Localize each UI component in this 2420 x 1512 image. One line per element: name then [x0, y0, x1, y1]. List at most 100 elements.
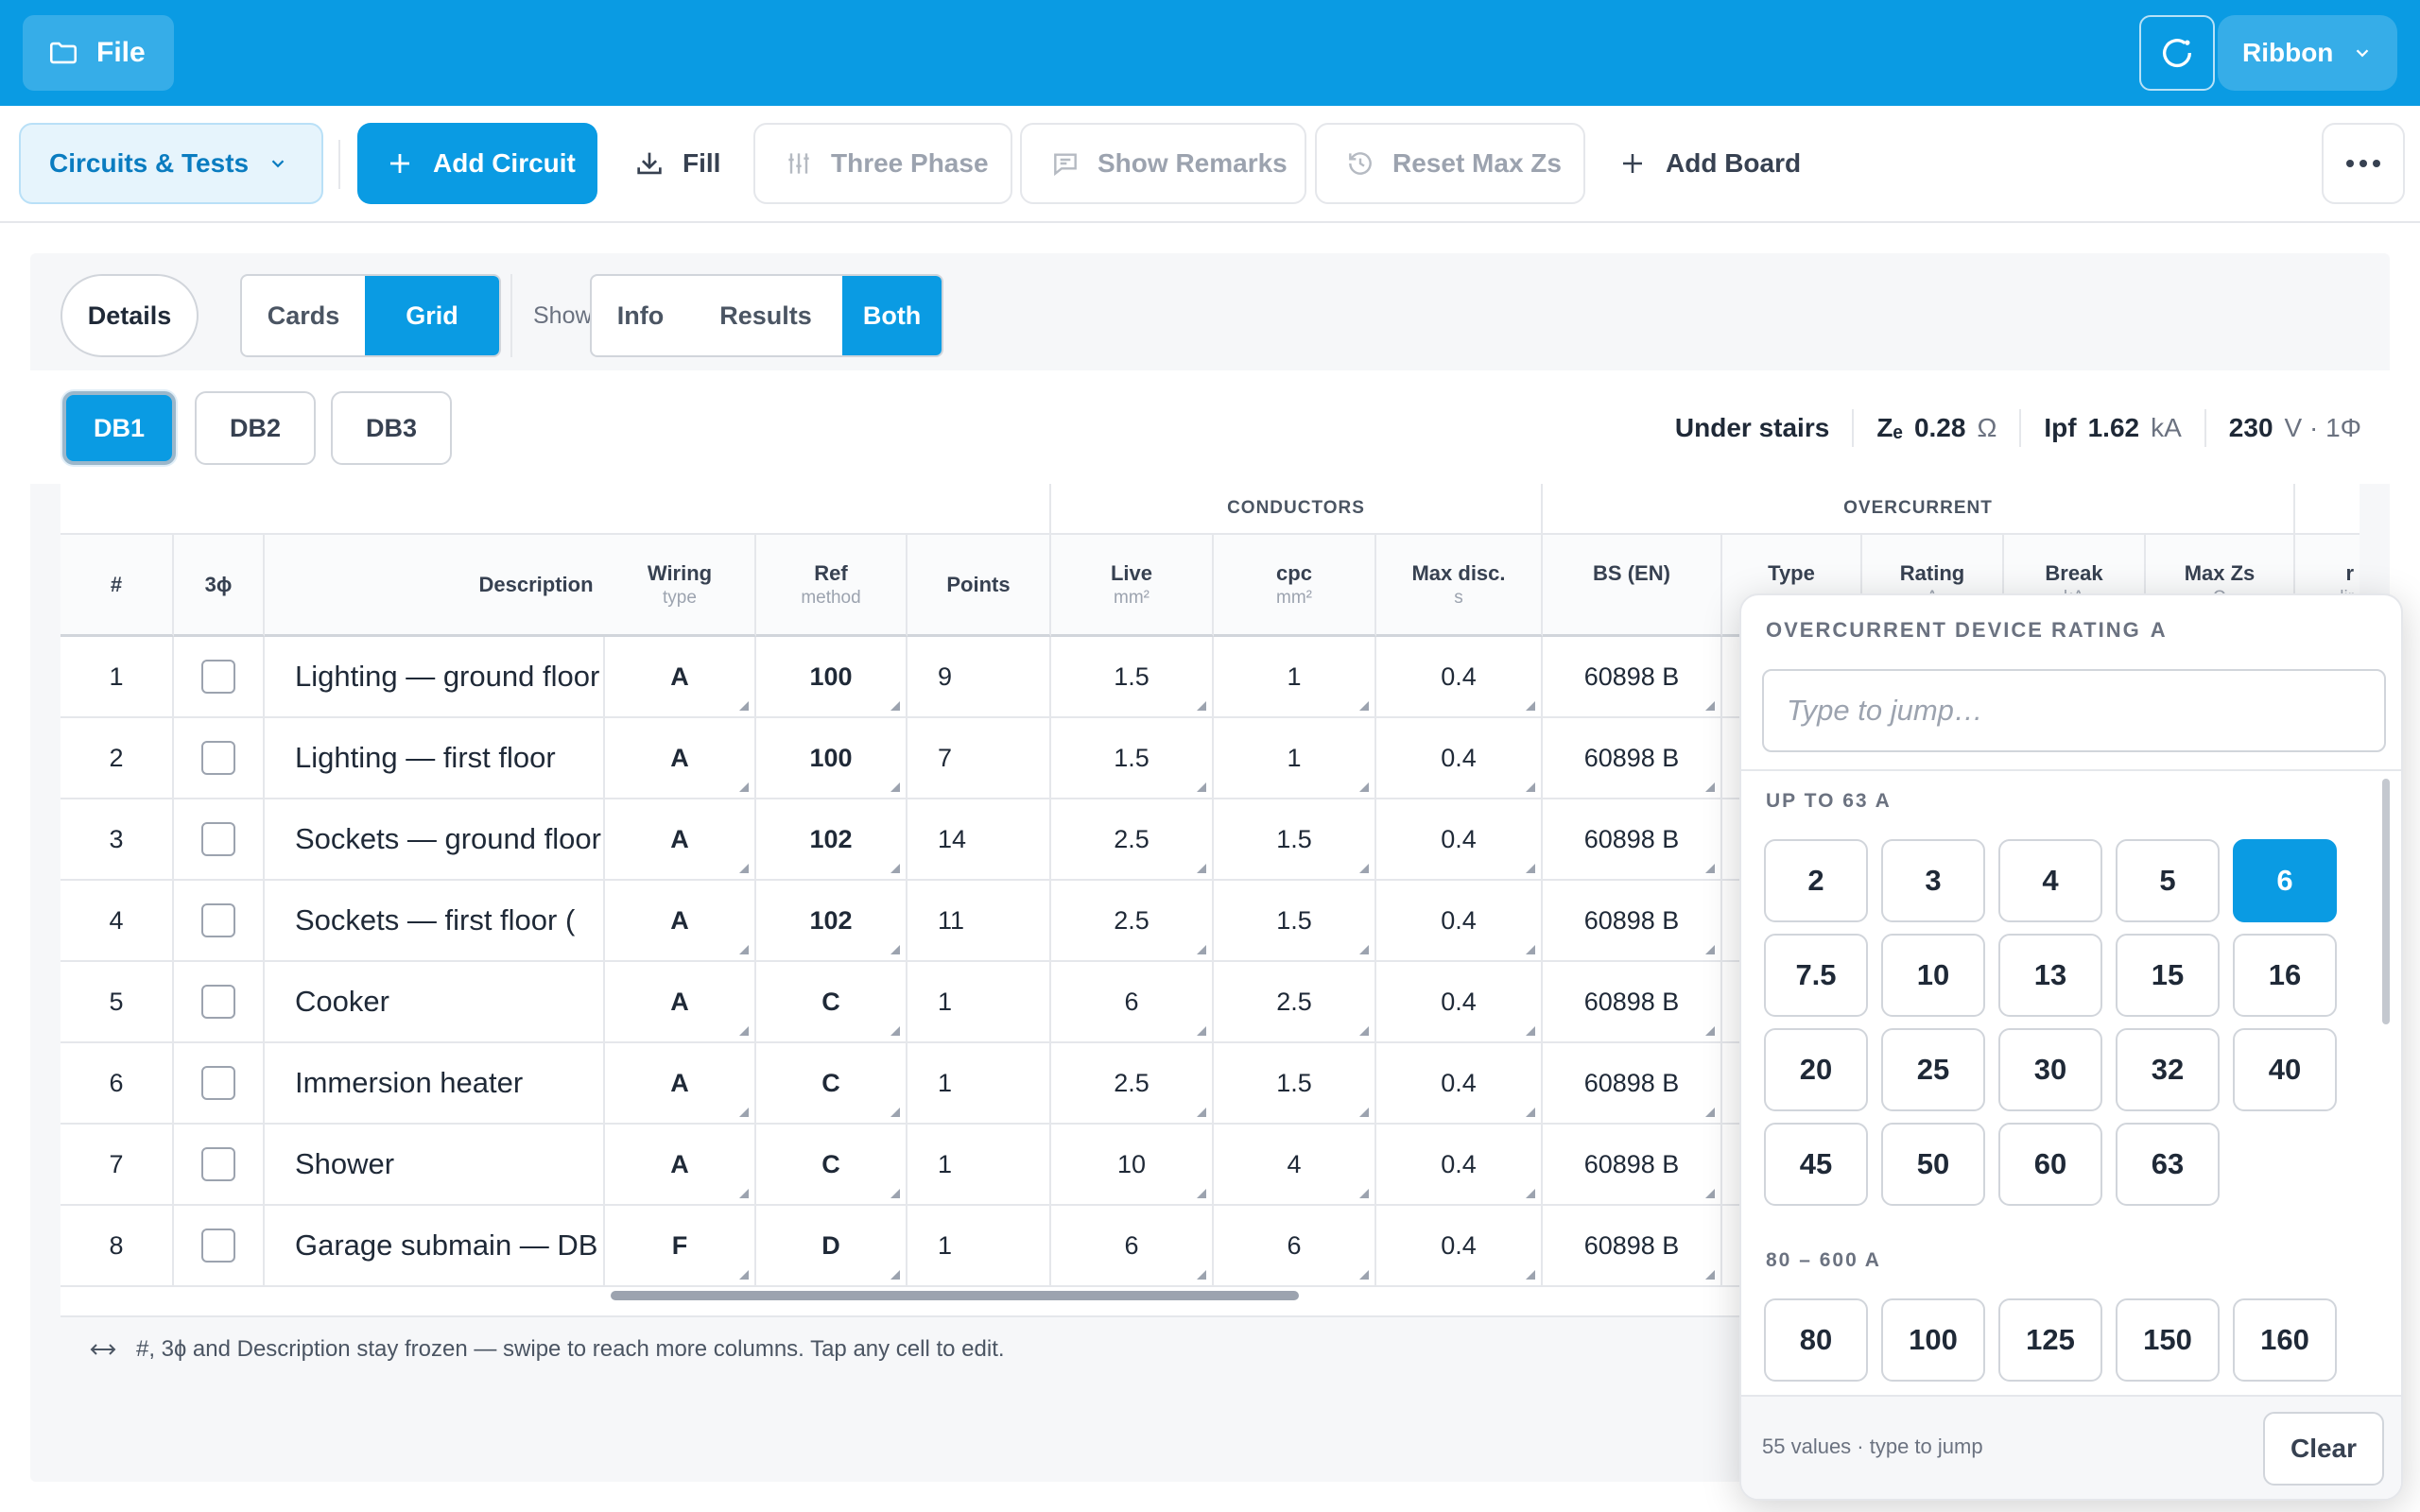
col-header-cpc[interactable]: cpc mm²	[1214, 533, 1376, 637]
show-both-button[interactable]: Both	[842, 276, 942, 355]
board-tab-db2[interactable]: DB2	[195, 391, 316, 465]
cell-disc[interactable]: 0.4	[1376, 1043, 1543, 1125]
rating-option[interactable]: 16	[2233, 934, 2337, 1017]
rating-option[interactable]: 63	[2116, 1123, 2220, 1206]
cell-points[interactable]: 1	[908, 962, 1051, 1043]
cell-points[interactable]: 1	[908, 1125, 1051, 1206]
three-phase-checkbox[interactable]	[201, 1147, 235, 1181]
cell-desc[interactable]: Sockets — first floor (	[265, 881, 605, 962]
col-header-max-disc[interactable]: Max disc. s	[1376, 533, 1543, 637]
cell-cpc[interactable]: 1	[1214, 718, 1376, 799]
cell-live[interactable]: 6	[1051, 1206, 1214, 1287]
cell-ref[interactable]: D	[756, 1206, 908, 1287]
cell-disc[interactable]: 0.4	[1376, 1206, 1543, 1287]
cell-points[interactable]: 11	[908, 881, 1051, 962]
rating-option[interactable]: 15	[2116, 934, 2220, 1017]
cell-disc[interactable]: 0.4	[1376, 1125, 1543, 1206]
cell-points[interactable]: 1	[908, 1206, 1051, 1287]
rating-option[interactable]: 7.5	[1764, 934, 1868, 1017]
three-phase-checkbox[interactable]	[201, 822, 235, 856]
rating-option[interactable]: 32	[2116, 1028, 2220, 1111]
cell-points[interactable]: 9	[908, 637, 1051, 718]
rating-option[interactable]: 100	[1881, 1298, 1985, 1382]
col-header-three-phase[interactable]: 3ɸ	[174, 533, 265, 637]
col-header-points[interactable]: Points	[908, 533, 1051, 637]
cell-disc[interactable]: 0.4	[1376, 637, 1543, 718]
cell-ref[interactable]: C	[756, 962, 908, 1043]
three-phase-checkbox-cell[interactable]	[174, 962, 265, 1043]
rating-option[interactable]: 60	[1998, 1123, 2102, 1206]
dropdown-scrollbar[interactable]	[2382, 779, 2390, 1024]
cell-desc[interactable]: Lighting — first floor	[265, 718, 605, 799]
cell-bs[interactable]: 60898 B	[1543, 1125, 1722, 1206]
ribbon-button[interactable]: Ribbon	[2218, 15, 2397, 91]
cell-wiring[interactable]: A	[605, 962, 756, 1043]
cell-ref[interactable]: C	[756, 1043, 908, 1125]
cell-bs[interactable]: 60898 B	[1543, 881, 1722, 962]
three-phase-checkbox[interactable]	[201, 985, 235, 1019]
cell-disc[interactable]: 0.4	[1376, 718, 1543, 799]
circuits-tests-dropdown[interactable]: Circuits & Tests	[19, 123, 323, 204]
cell-cpc[interactable]: 1.5	[1214, 881, 1376, 962]
cell-cpc[interactable]: 1	[1214, 637, 1376, 718]
file-button[interactable]: File	[23, 15, 174, 91]
rating-option[interactable]: 13	[1998, 934, 2102, 1017]
cell-bs[interactable]: 60898 B	[1543, 1043, 1722, 1125]
cell-wiring[interactable]: A	[605, 1043, 756, 1125]
cell-ref[interactable]: 100	[756, 718, 908, 799]
cell-bs[interactable]: 60898 B	[1543, 962, 1722, 1043]
three-phase-checkbox-cell[interactable]	[174, 1043, 265, 1125]
clear-button[interactable]: Clear	[2263, 1412, 2384, 1486]
col-header-wiring[interactable]: Wiring type	[605, 533, 756, 637]
sync-button[interactable]	[2139, 15, 2215, 91]
three-phase-button[interactable]: Three Phase	[753, 123, 1012, 204]
col-header-number[interactable]: #	[60, 533, 174, 637]
board-tab-db1[interactable]: DB1	[62, 391, 176, 465]
col-header-ref[interactable]: Ref method	[756, 533, 908, 637]
cell-points[interactable]: 14	[908, 799, 1051, 881]
cell-wiring[interactable]: A	[605, 637, 756, 718]
cell-points[interactable]: 1	[908, 1043, 1051, 1125]
cell-disc[interactable]: 0.4	[1376, 799, 1543, 881]
rating-option[interactable]: 4	[1998, 839, 2102, 922]
cell-desc[interactable]: Garage submain — DB	[265, 1206, 605, 1287]
show-remarks-button[interactable]: Show Remarks	[1020, 123, 1306, 204]
show-info-button[interactable]: Info	[616, 301, 665, 330]
grid-view-button[interactable]: Grid	[365, 276, 499, 355]
cell-live[interactable]: 6	[1051, 962, 1214, 1043]
cell-live[interactable]: 2.5	[1051, 1043, 1214, 1125]
cell-disc[interactable]: 0.4	[1376, 881, 1543, 962]
three-phase-checkbox[interactable]	[201, 903, 235, 937]
three-phase-checkbox[interactable]	[201, 741, 235, 775]
cell-bs[interactable]: 60898 B	[1543, 799, 1722, 881]
cell-points[interactable]: 7	[908, 718, 1051, 799]
cell-live[interactable]: 1.5	[1051, 718, 1214, 799]
rating-option[interactable]: 30	[1998, 1028, 2102, 1111]
rating-option[interactable]: 6	[2233, 839, 2337, 922]
rating-option[interactable]: 5	[2116, 839, 2220, 922]
rating-option[interactable]: 10	[1881, 934, 1985, 1017]
cell-wiring[interactable]: F	[605, 1206, 756, 1287]
show-results-button[interactable]: Results	[719, 301, 812, 330]
cell-cpc[interactable]: 6	[1214, 1206, 1376, 1287]
cell-wiring[interactable]: A	[605, 1125, 756, 1206]
add-board-button[interactable]: Add Board	[1618, 123, 1836, 204]
rating-option[interactable]: 45	[1764, 1123, 1868, 1206]
three-phase-checkbox-cell[interactable]	[174, 637, 265, 718]
cell-live[interactable]: 2.5	[1051, 799, 1214, 881]
col-header-live[interactable]: Live mm²	[1051, 533, 1214, 637]
col-header-bs-en[interactable]: BS (EN)	[1543, 533, 1722, 637]
rating-option[interactable]: 40	[2233, 1028, 2337, 1111]
cell-live[interactable]: 1.5	[1051, 637, 1214, 718]
rating-option[interactable]: 125	[1998, 1298, 2102, 1382]
three-phase-checkbox[interactable]	[201, 1066, 235, 1100]
cell-desc[interactable]: Lighting — ground floor	[265, 637, 605, 718]
reset-max-zs-button[interactable]: Reset Max Zs	[1315, 123, 1585, 204]
rating-option[interactable]: 2	[1764, 839, 1868, 922]
board-tab-db3[interactable]: DB3	[331, 391, 452, 465]
rating-option[interactable]: 160	[2233, 1298, 2337, 1382]
three-phase-checkbox[interactable]	[201, 1228, 235, 1263]
rating-option[interactable]: 25	[1881, 1028, 1985, 1111]
cell-cpc[interactable]: 4	[1214, 1125, 1376, 1206]
three-phase-checkbox-cell[interactable]	[174, 799, 265, 881]
